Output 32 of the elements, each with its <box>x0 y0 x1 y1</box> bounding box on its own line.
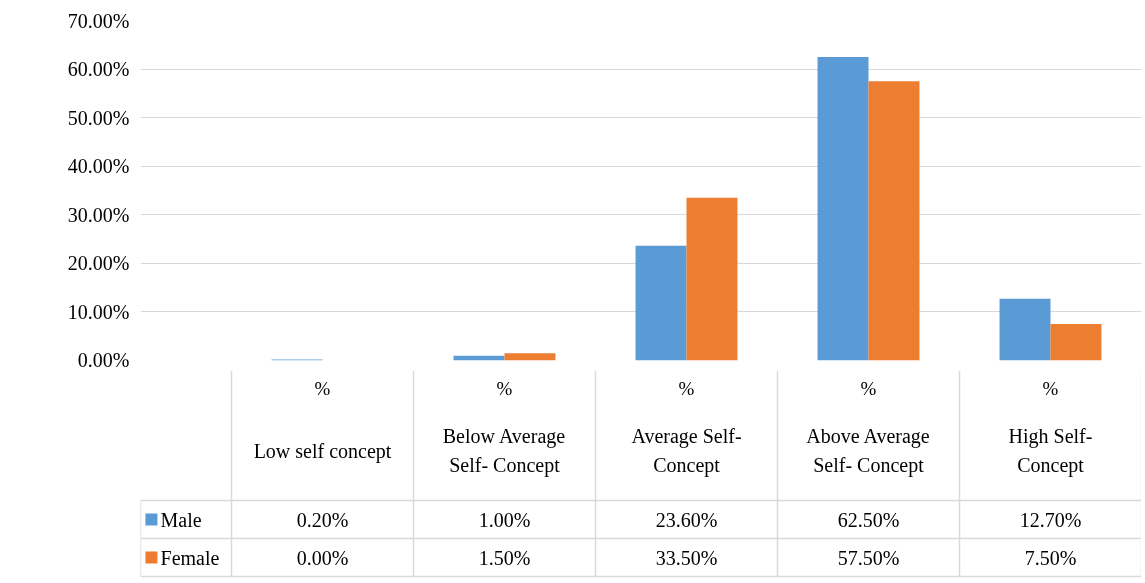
legend-label: Male <box>160 508 202 531</box>
bar <box>1050 324 1102 361</box>
bar <box>635 245 687 361</box>
data-label: 1.00% <box>478 508 531 531</box>
category-label: % Above Average Self- Concept <box>806 378 930 476</box>
bar <box>686 197 738 361</box>
y-tick-label: 10.00% <box>67 300 130 323</box>
bar <box>999 298 1051 361</box>
data-label: 12.70% <box>1019 508 1082 531</box>
category-label: % Average Self- Concept <box>631 378 742 476</box>
data-label: 1.50% <box>478 546 531 569</box>
bar <box>868 81 920 361</box>
data-label: 62.50% <box>837 508 900 531</box>
y-tick-label: 30.00% <box>67 203 130 226</box>
bar <box>817 56 869 361</box>
y-tick-label: 70.00% <box>67 9 130 32</box>
data-label: 0.00% <box>296 546 349 569</box>
data-label: 0.20% <box>296 508 349 531</box>
y-tick-label: 40.00% <box>67 155 130 178</box>
legend-label: Female <box>160 546 220 569</box>
bar <box>504 353 556 361</box>
y-tick-label: 50.00% <box>67 106 130 129</box>
data-label: 33.50% <box>655 546 718 569</box>
category-label: % High Self- Concept <box>1008 378 1093 476</box>
category-label: % Low self concept <box>253 378 392 462</box>
data-label: 7.50% <box>1024 546 1077 569</box>
y-tick-label: 0.00% <box>77 348 130 371</box>
category-label: % Below Average Self- Concept <box>442 378 566 476</box>
data-label: 23.60% <box>655 508 718 531</box>
y-tick-label: 20.00% <box>67 252 130 275</box>
y-tick-label: 60.00% <box>67 58 130 81</box>
data-label: 57.50% <box>837 546 900 569</box>
